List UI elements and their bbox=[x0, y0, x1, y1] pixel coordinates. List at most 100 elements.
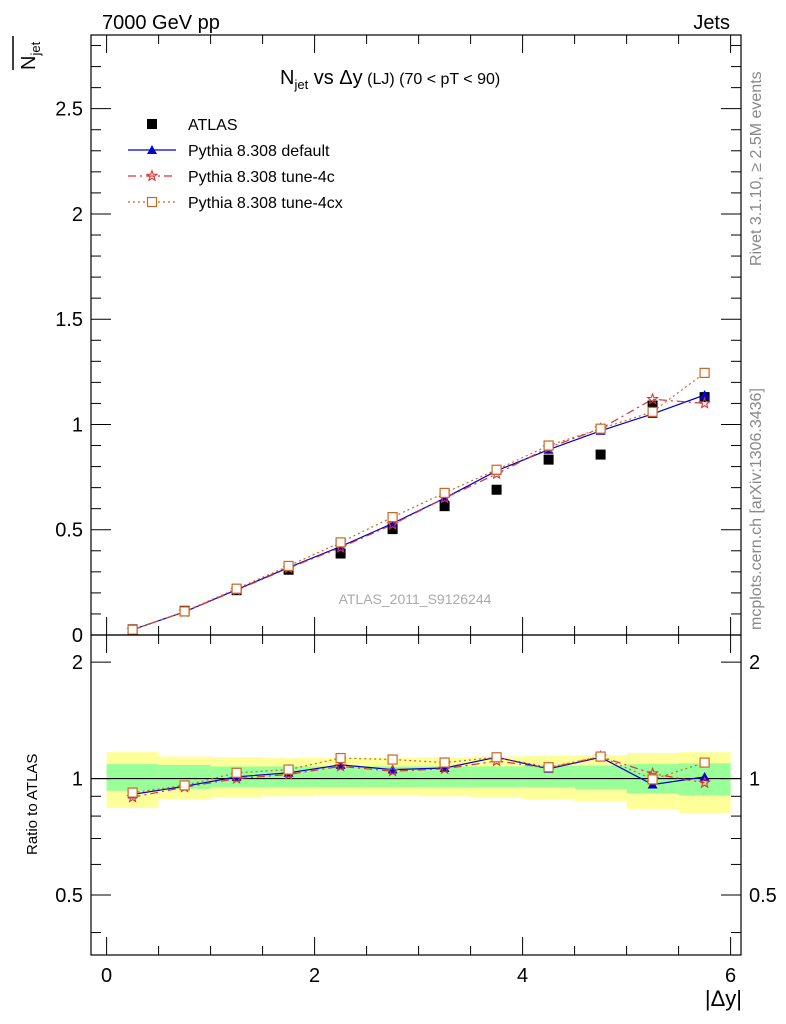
chart-title: Njet vs Δy (LJ) (70 < pT < 90) bbox=[280, 67, 500, 92]
y-tick-label: 2 bbox=[72, 204, 83, 226]
data-point-3-7 bbox=[491, 464, 502, 475]
ratio-line-2 bbox=[132, 755, 705, 798]
ratio-band-green-8 bbox=[522, 765, 575, 788]
legend: ATLAS Pythia 8.308 default Pythia 8.308 tu… bbox=[128, 117, 343, 212]
y-tick-label: 1 bbox=[72, 414, 83, 436]
data-point-0-4 bbox=[335, 548, 346, 559]
y-tick-label: 1.5 bbox=[55, 309, 83, 331]
mcplots-label: mcplots.cern.ch [arXiv:1306.3436] bbox=[748, 388, 765, 630]
ratio-band-green-4 bbox=[314, 766, 367, 788]
rivet-label: Rivet 3.1.10, ≥ 2.5M events bbox=[748, 71, 765, 266]
series-line-2 bbox=[132, 398, 705, 631]
ratio-point-3-1 bbox=[179, 780, 190, 791]
x-tick-label: 2 bbox=[309, 965, 320, 987]
data-point-0-6 bbox=[439, 501, 450, 512]
main-series-markers bbox=[126, 367, 711, 636]
chart-title-main: N bbox=[280, 67, 294, 89]
ratio-tick-label-right: 2 bbox=[749, 652, 760, 674]
ratio-frame bbox=[90, 634, 742, 956]
ratio-point-3-7 bbox=[491, 752, 502, 763]
chart-title-small: (LJ) (70 < pT < 90) bbox=[363, 71, 501, 88]
ratio-band-green-5 bbox=[366, 766, 419, 788]
y-axis-label-sub: jet bbox=[28, 41, 43, 56]
legend-marker-3 bbox=[146, 196, 158, 208]
ratio-tick-label-left: 0.5 bbox=[55, 885, 83, 907]
y-axis-label: Njet bbox=[12, 36, 43, 70]
main-series-lines bbox=[132, 372, 705, 631]
legend-marker-2 bbox=[145, 169, 159, 182]
chart-title-sub: jet bbox=[293, 77, 308, 92]
chart-title-mid: vs Δy bbox=[308, 67, 362, 89]
ratio-uncertainty-bands bbox=[91, 752, 741, 813]
data-point-3-10 bbox=[647, 406, 658, 417]
ratio-tick-label-left: 1 bbox=[72, 769, 83, 791]
ratio-point-3-3 bbox=[283, 764, 294, 775]
legend-marker-0 bbox=[147, 119, 157, 129]
data-point-3-0 bbox=[127, 624, 138, 635]
data-point-0-8 bbox=[543, 454, 554, 465]
ratio-tick-label-right: 1 bbox=[749, 769, 760, 791]
watermark: ATLAS_2011_S9126244 bbox=[339, 591, 492, 607]
ratio-series-lines bbox=[132, 755, 705, 798]
x-tick-label: 6 bbox=[725, 965, 736, 987]
ratio-point-3-5 bbox=[387, 754, 398, 765]
ratio-point-2-5 bbox=[386, 764, 399, 777]
data-point-1-11 bbox=[699, 390, 710, 399]
ratio-point-3-8 bbox=[543, 762, 554, 773]
ratio-point-3-6 bbox=[439, 757, 450, 768]
ratio-series-markers bbox=[126, 749, 711, 803]
data-point-3-9 bbox=[595, 423, 606, 434]
y-tick-label: 2.5 bbox=[55, 99, 83, 121]
x-tick-label: 4 bbox=[517, 965, 528, 987]
legend-label-1: Pythia 8.308 default bbox=[188, 143, 330, 160]
legend-marker-1 bbox=[147, 145, 157, 154]
ratio-point-3-10 bbox=[647, 774, 658, 785]
data-point-0-10 bbox=[647, 400, 658, 411]
header-right: Jets bbox=[693, 12, 730, 34]
x-tick-label: 0 bbox=[101, 965, 112, 987]
data-point-3-4 bbox=[335, 537, 346, 548]
data-point-3-3 bbox=[283, 560, 294, 572]
legend-label-2: Pythia 8.308 tune-4c bbox=[188, 169, 335, 186]
ratio-point-3-11 bbox=[699, 757, 710, 768]
data-point-2-5 bbox=[386, 517, 399, 530]
ratio-point-2-11 bbox=[698, 776, 711, 789]
ratio-point-3-2 bbox=[231, 767, 242, 778]
data-point-0-9 bbox=[595, 449, 606, 460]
ratio-panel: 0.5 0.5 1 1 2 2 0 2 4 6 bbox=[55, 634, 777, 987]
ratio-band-green-0 bbox=[106, 764, 159, 791]
svg-text:Njet: Njet bbox=[18, 41, 43, 70]
data-point-3-11 bbox=[699, 367, 710, 378]
header-left: 7000 GeV pp bbox=[102, 12, 220, 34]
legend-label-3: Pythia 8.308 tune-4cx bbox=[188, 195, 343, 212]
main-axes: 0 0.5 1 1.5 2 2.5 bbox=[55, 34, 742, 647]
ratio-tick-label-left: 2 bbox=[72, 652, 83, 674]
ratio-point-3-9 bbox=[595, 751, 606, 762]
ratio-axes: 0.5 0.5 1 1 2 2 0 2 4 6 bbox=[55, 634, 777, 987]
y-tick-label: 0 bbox=[72, 625, 83, 647]
x-axis-label: |Δy| bbox=[705, 986, 742, 1011]
ratio-y-axis-label: Ratio to ATLAS bbox=[24, 754, 41, 855]
data-point-3-6 bbox=[439, 487, 450, 498]
data-point-3-5 bbox=[387, 512, 398, 523]
data-point-3-2 bbox=[231, 583, 242, 594]
ratio-band-green-9 bbox=[574, 765, 627, 789]
ratio-band-green-7 bbox=[470, 766, 523, 788]
ratio-point-3-0 bbox=[127, 787, 138, 798]
data-point-0-7 bbox=[491, 484, 502, 495]
ratio-line-1 bbox=[132, 756, 705, 795]
ratio-point-3-4 bbox=[335, 752, 346, 764]
legend-label-0: ATLAS bbox=[188, 117, 238, 134]
data-point-2-10 bbox=[646, 392, 659, 405]
data-point-0-5 bbox=[387, 524, 398, 535]
data-point-3-8 bbox=[543, 440, 554, 451]
data-point-3-1 bbox=[179, 606, 190, 617]
ratio-tick-label-right: 0.5 bbox=[749, 885, 777, 907]
main-panel: 0 0.5 1 1.5 2 2.5 ATLAS_2011_S9126244 bbox=[55, 34, 742, 647]
ratio-point-2-4 bbox=[334, 759, 347, 772]
y-tick-label: 0.5 bbox=[55, 520, 83, 542]
ratio-band-green-6 bbox=[418, 766, 471, 788]
data-point-2-11 bbox=[698, 396, 711, 409]
y-axis-label-main: N bbox=[18, 56, 40, 70]
